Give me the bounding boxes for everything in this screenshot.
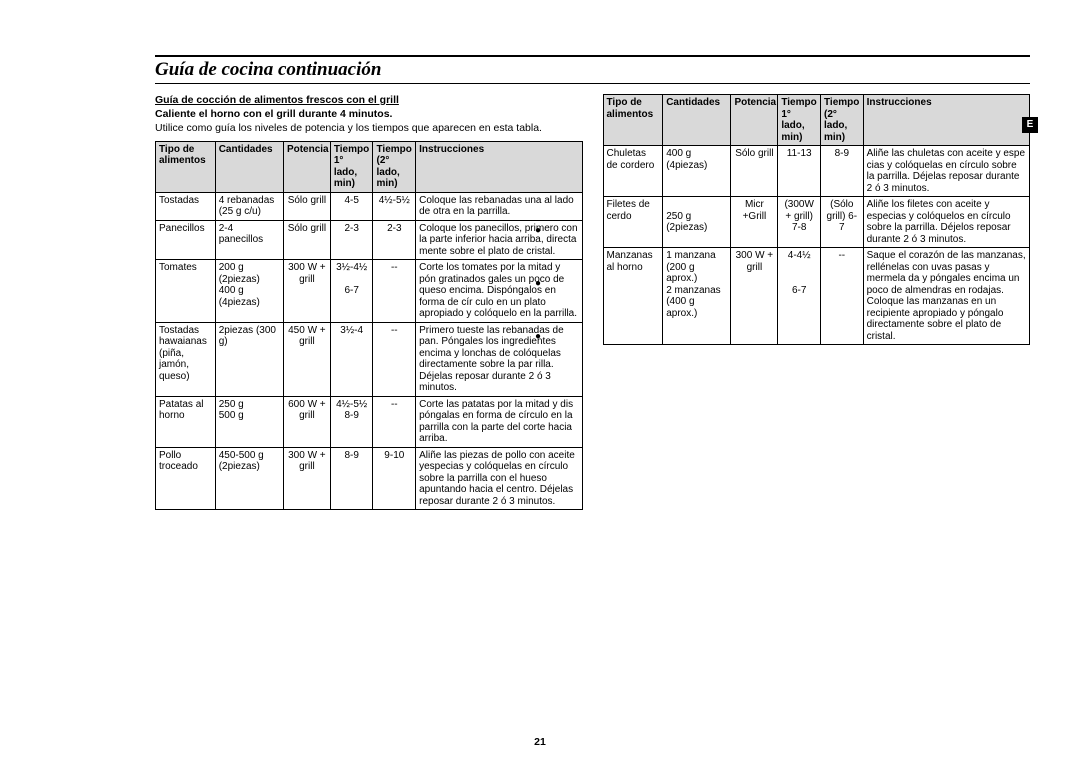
cell-t2: 9-10 [373, 447, 416, 510]
cell-t1: 8-9 [330, 447, 373, 510]
cell-qty: 2piezas (300 g) [215, 322, 283, 396]
cell-t2: -- [820, 248, 863, 345]
th-t2: Tiempo (2° lado, min) [373, 141, 416, 192]
section-heading: Guía de cocción de alimentos frescos con… [155, 94, 583, 106]
cell-instr: Corte los tomates por la mitad y pón gra… [416, 260, 582, 323]
cell-power: Micr +Grill [731, 197, 778, 248]
th-qty: Cantidades [663, 95, 731, 146]
cell-t1: 2-3 [330, 220, 373, 260]
hole-punch-markers: ●●● [535, 225, 541, 342]
table-row: Tostadas hawaianas (piña, jamón, queso)2… [156, 322, 583, 396]
table-row: Manzanas al horno1 manzana (200 g aprox.… [603, 248, 1030, 345]
cell-t2: (Sólo grill) 6-7 [820, 197, 863, 248]
th-instr: Instrucciones [416, 141, 582, 192]
cell-power: Sólo grill [283, 192, 330, 220]
cell-power: 300 W + grill [731, 248, 778, 345]
cell-food: Pollo troceado [156, 447, 216, 510]
language-badge: E [1022, 117, 1038, 133]
cell-instr: Saque el corazón de las manzanas, rellén… [863, 248, 1029, 345]
cell-t2: 4½-5½ [373, 192, 416, 220]
table-row: Tomates200 g (2piezas)400 g (4piezas)300… [156, 260, 583, 323]
cell-qty: 250 g (2piezas) [663, 197, 731, 248]
cell-power: Sólo grill [731, 146, 778, 197]
table-row: Patatas al horno250 g500 g600 W + grill4… [156, 396, 583, 447]
cell-instr: Primero tueste las rebanadas de pan. Pón… [416, 322, 582, 396]
table-row: Panecillos2-4 panecillosSólo grill2-32-3… [156, 220, 583, 260]
cell-instr: Coloque las rebanadas una al lado de otr… [416, 192, 582, 220]
cell-t1: (300W + grill) 7-8 [778, 197, 821, 248]
cell-food: Panecillos [156, 220, 216, 260]
page-title: Guía de cocina continuación [155, 59, 1030, 81]
th-t2: Tiempo (2° lado, min) [820, 95, 863, 146]
table-row: Tostadas4 rebanadas (25 g c/u)Sólo grill… [156, 192, 583, 220]
cell-qty: 2-4 panecillos [215, 220, 283, 260]
cell-food: Tostadas [156, 192, 216, 220]
cell-food: Manzanas al horno [603, 248, 663, 345]
cell-power: 300 W + grill [283, 260, 330, 323]
cell-food: Filetes de cerdo [603, 197, 663, 248]
cell-t2: -- [373, 322, 416, 396]
cell-t1: 4½-5½8-9 [330, 396, 373, 447]
cell-qty: 400 g (4piezas) [663, 146, 731, 197]
cell-qty: 200 g (2piezas)400 g (4piezas) [215, 260, 283, 323]
cell-t1: 4-5 [330, 192, 373, 220]
cell-food: Chuletas de cordero [603, 146, 663, 197]
th-t1: Tiempo 1° lado, min) [778, 95, 821, 146]
th-food: Tipo de alimentos [603, 95, 663, 146]
cell-qty: 4 rebanadas (25 g c/u) [215, 192, 283, 220]
th-power: Potencia [283, 141, 330, 192]
cell-power: 450 W + grill [283, 322, 330, 396]
cell-power: 300 W + grill [283, 447, 330, 510]
cell-t2: 8-9 [820, 146, 863, 197]
th-power: Potencia [731, 95, 778, 146]
cell-food: Tomates [156, 260, 216, 323]
cell-instr: Corte las patatas por la mitad y dis pón… [416, 396, 582, 447]
grill-table-left: Tipo de alimentos Cantidades Potencia Ti… [155, 141, 583, 511]
cell-t1: 4-4½6-7 [778, 248, 821, 345]
cell-t2: -- [373, 396, 416, 447]
cell-food: Patatas al horno [156, 396, 216, 447]
cell-instr: Aliñe los filetes con aceite y especias … [863, 197, 1029, 248]
cell-power: Sólo grill [283, 220, 330, 260]
cell-instr: Aliñe las piezas de pollo con aceite yes… [416, 447, 582, 510]
cell-t2: 2-3 [373, 220, 416, 260]
cell-qty: 450-500 g (2piezas) [215, 447, 283, 510]
th-food: Tipo de alimentos [156, 141, 216, 192]
cell-instr: Coloque los panecillos, primero con la p… [416, 220, 582, 260]
table-row: Chuletas de cordero400 g (4piezas)Sólo g… [603, 146, 1030, 197]
table-row: Filetes de cerdo250 g (2piezas)Micr +Gri… [603, 197, 1030, 248]
cell-t2: -- [373, 260, 416, 323]
cell-power: 600 W + grill [283, 396, 330, 447]
cell-t1: 3½-4 [330, 322, 373, 396]
cell-qty: 250 g500 g [215, 396, 283, 447]
th-instr: Instrucciones [863, 95, 1029, 146]
cell-t1: 11-13 [778, 146, 821, 197]
grill-table-right: Tipo de alimentos Cantidades Potencia Ti… [603, 94, 1031, 345]
page-number: 21 [0, 736, 1080, 748]
section-intro: Utilice como guía los niveles de potenci… [155, 122, 583, 135]
cell-food: Tostadas hawaianas (piña, jamón, queso) [156, 322, 216, 396]
cell-t1: 3½-4½6-7 [330, 260, 373, 323]
th-qty: Cantidades [215, 141, 283, 192]
section-subcaption: Caliente el horno con el grill durante 4… [155, 108, 583, 120]
th-t1: Tiempo 1° lado, min) [330, 141, 373, 192]
table-row: Pollo troceado450-500 g (2piezas)300 W +… [156, 447, 583, 510]
cell-instr: Aliñe las chuletas con aceite y espe cia… [863, 146, 1029, 197]
cell-qty: 1 manzana (200 g aprox.)2 manzanas (400 … [663, 248, 731, 345]
